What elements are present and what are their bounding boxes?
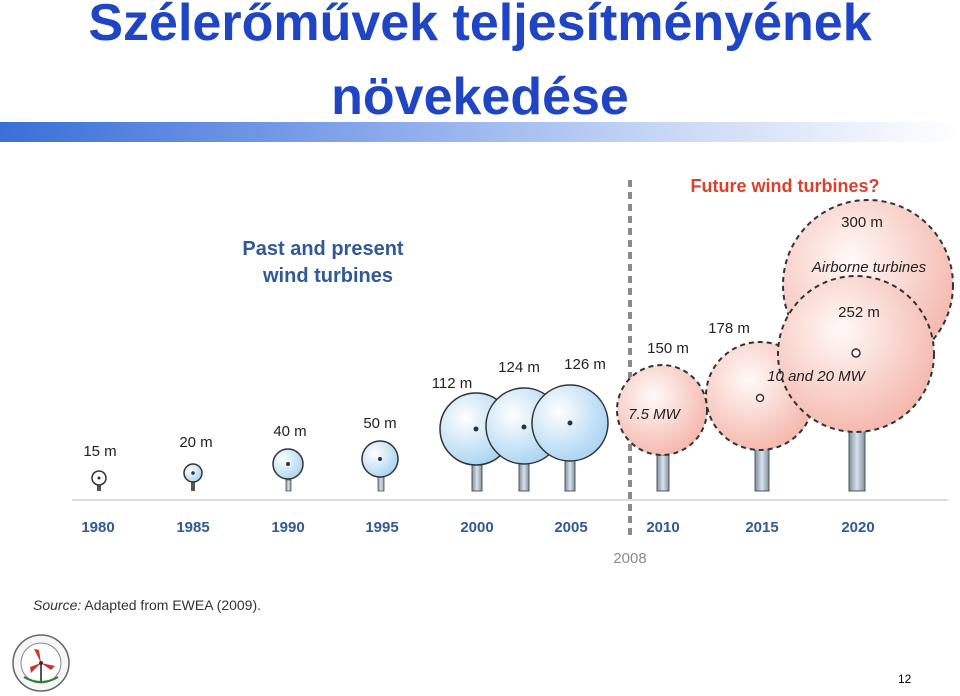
slide-title-line1: Szélerőművek teljesítményének	[88, 0, 872, 52]
power-label-10-20mw: 10 and 20 MW	[767, 368, 866, 385]
turbine-2010	[616, 364, 708, 492]
diameter-label-2015: 178 m	[708, 320, 750, 337]
turbine-hub	[286, 462, 290, 466]
title-underline-bar	[0, 122, 960, 142]
power-label-7-5mw: 7.5 MW	[628, 406, 682, 423]
slide-title-line2: növekedése	[331, 68, 629, 126]
turbine-1990	[272, 448, 304, 492]
university-seal-logo	[12, 634, 70, 692]
diameter-label-1990: 40 m	[273, 423, 306, 440]
turbine-tower	[97, 484, 101, 491]
turbine-1980	[91, 470, 107, 491]
diameter-label-1995: 50 m	[363, 415, 396, 432]
diameter-label-2000: 112 m	[432, 375, 473, 392]
axis-year-2010: 2010	[646, 519, 679, 536]
turbine-tower	[848, 429, 866, 492]
turbine-hub	[521, 424, 527, 430]
turbine-2020	[777, 275, 935, 492]
turbine-tower	[471, 464, 483, 492]
divider-year-label: 2008	[613, 550, 646, 567]
diameter-label-2005b: 126 m	[564, 356, 606, 373]
source-note: Source: Adapted from EWEA (2009).	[33, 597, 261, 613]
page-number: 12	[898, 672, 912, 686]
diameter-label-1980: 15 m	[83, 443, 116, 460]
turbine-hub	[97, 476, 101, 480]
airborne-label: Airborne turbines	[811, 259, 927, 276]
axis-year-1995: 1995	[365, 519, 398, 536]
axis-year-1980: 1980	[81, 519, 114, 536]
axis-year-1990: 1990	[271, 519, 304, 536]
diameter-label-airborne: 300 m	[841, 214, 883, 231]
diameter-label-2010: 150 m	[647, 340, 689, 357]
past-label-line2: wind turbines	[262, 265, 393, 287]
turbine-hub	[755, 393, 765, 403]
axis-year-2005: 2005	[554, 519, 587, 536]
past-label-line1: Past and present	[242, 238, 404, 260]
turbine-hub	[191, 471, 195, 475]
turbine-tower	[754, 444, 770, 492]
diameter-label-1985: 20 m	[179, 434, 212, 451]
turbine-hub	[378, 457, 382, 461]
axis-year-2015: 2015	[745, 519, 778, 536]
axis-year-2020: 2020	[841, 519, 874, 536]
turbine-tower	[518, 461, 530, 492]
source-prefix: Source:	[33, 597, 82, 613]
turbine-tower	[285, 479, 292, 492]
turbine-hub	[567, 420, 573, 426]
turbine-tower	[656, 454, 670, 492]
future-label: Future wind turbines?	[691, 176, 880, 196]
source-text: Adapted from EWEA (2009).	[84, 597, 262, 613]
diameter-label-2005a: 124 m	[498, 359, 540, 376]
axis-year-1985: 1985	[176, 519, 209, 536]
turbine-2005b	[531, 384, 609, 492]
axis-year-2000: 2000	[460, 519, 493, 536]
turbine-1995	[361, 440, 399, 492]
turbine-hub	[851, 348, 861, 358]
diameter-label-2020: 252 m	[838, 304, 880, 321]
turbine-tower	[191, 481, 195, 491]
turbine-tower	[564, 459, 576, 492]
turbine-1985	[183, 463, 203, 491]
turbine-hub	[473, 426, 479, 432]
